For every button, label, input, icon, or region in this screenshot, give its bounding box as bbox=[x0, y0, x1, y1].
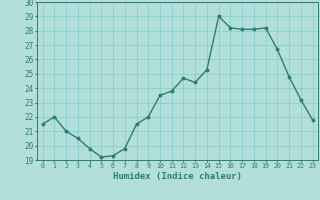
X-axis label: Humidex (Indice chaleur): Humidex (Indice chaleur) bbox=[113, 172, 242, 181]
